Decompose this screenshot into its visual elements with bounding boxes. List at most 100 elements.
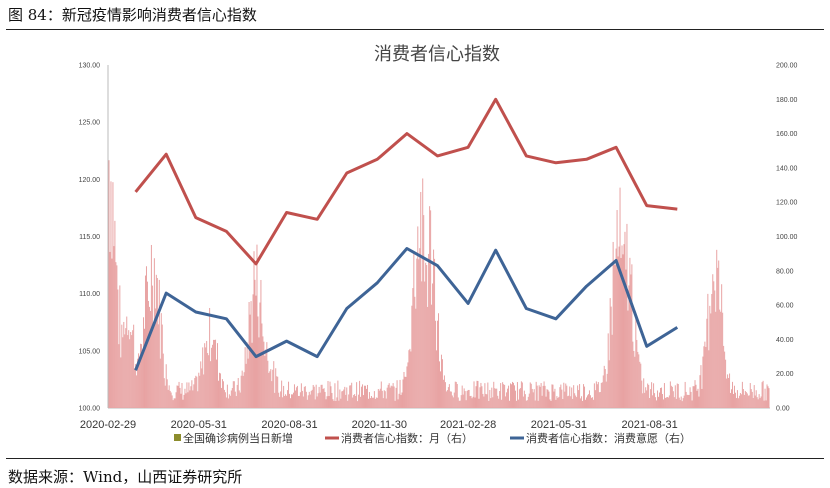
daily-case-bar xyxy=(230,390,232,408)
daily-case-bar xyxy=(543,381,545,408)
daily-case-bar xyxy=(707,293,709,408)
daily-case-bar xyxy=(524,394,526,408)
daily-case-bar xyxy=(729,373,731,408)
daily-case-bar xyxy=(737,398,739,408)
daily-case-bar xyxy=(240,375,242,408)
left-tick-label: 130.00 xyxy=(79,63,101,70)
daily-case-bar xyxy=(690,391,692,408)
daily-case-bar xyxy=(167,389,169,408)
daily-case-bar xyxy=(376,397,378,408)
daily-case-bar xyxy=(366,384,368,408)
daily-case-bar xyxy=(687,394,689,408)
daily-case-bar xyxy=(658,396,660,408)
daily-case-bar xyxy=(541,395,543,408)
daily-case-bar xyxy=(604,369,606,408)
daily-case-bar xyxy=(724,351,726,408)
daily-case-bar xyxy=(293,384,295,408)
daily-case-bar xyxy=(552,384,554,408)
daily-case-bar xyxy=(205,347,207,408)
daily-case-bar xyxy=(522,396,524,408)
daily-case-bar xyxy=(720,311,722,408)
daily-case-bar xyxy=(622,254,624,408)
daily-case-bar xyxy=(132,330,134,408)
daily-case-bar xyxy=(123,321,125,408)
daily-case-bar xyxy=(624,231,626,408)
daily-case-bar xyxy=(372,397,374,408)
daily-case-bar xyxy=(516,382,518,408)
daily-case-bar xyxy=(456,383,458,408)
daily-case-bar xyxy=(459,400,461,408)
daily-case-bar xyxy=(213,339,215,408)
daily-case-bar xyxy=(747,395,749,408)
daily-case-bar xyxy=(558,396,560,408)
daily-case-bar xyxy=(243,372,245,408)
daily-case-bar xyxy=(430,210,432,408)
daily-case-bar xyxy=(685,391,687,408)
daily-case-bar xyxy=(680,396,682,408)
daily-case-bar xyxy=(757,399,759,408)
chart-title: 消费者信心指数 xyxy=(374,44,500,65)
daily-case-bar xyxy=(595,381,597,408)
daily-case-bar xyxy=(523,390,525,408)
daily-case-bar xyxy=(674,385,676,408)
daily-case-bar xyxy=(142,351,144,408)
daily-case-bar xyxy=(613,260,615,408)
daily-case-bar xyxy=(133,324,135,408)
daily-case-bar xyxy=(260,279,262,408)
daily-case-bar xyxy=(458,400,460,408)
daily-case-bar xyxy=(534,400,536,408)
daily-case-bar xyxy=(646,390,648,408)
daily-case-bar xyxy=(121,324,123,408)
daily-case-bar xyxy=(495,388,497,408)
daily-case-bar xyxy=(234,391,236,408)
daily-case-bar xyxy=(464,391,466,408)
daily-case-bar xyxy=(627,310,629,408)
daily-case-bar xyxy=(275,368,277,408)
daily-case-bar xyxy=(422,178,424,408)
daily-case-bar xyxy=(603,365,605,408)
daily-case-bar xyxy=(169,390,171,408)
daily-case-bar xyxy=(337,380,339,408)
daily-case-bar xyxy=(651,382,653,408)
daily-case-bar xyxy=(501,399,503,408)
legend-label-willingness: 消费者信心指数：消费意愿（右） xyxy=(526,431,691,445)
daily-case-bar xyxy=(673,397,675,408)
daily-case-bar xyxy=(506,392,508,408)
daily-case-bar xyxy=(136,375,138,408)
daily-case-bar xyxy=(319,392,321,408)
daily-case-bar xyxy=(532,392,534,408)
daily-case-bar xyxy=(710,313,712,408)
daily-case-bar xyxy=(283,385,285,408)
daily-case-bar xyxy=(390,385,392,408)
daily-case-bar xyxy=(368,392,370,408)
daily-case-bar xyxy=(389,387,391,408)
daily-case-bar xyxy=(758,394,760,408)
daily-case-bar xyxy=(137,358,139,408)
daily-case-bar xyxy=(485,393,487,408)
daily-case-bar xyxy=(527,396,529,408)
daily-case-bar xyxy=(400,394,402,408)
daily-case-bar xyxy=(307,395,309,408)
daily-case-bar xyxy=(677,383,679,408)
daily-case-bar xyxy=(726,378,728,408)
daily-case-bar xyxy=(195,375,197,408)
daily-case-bar xyxy=(699,375,701,408)
daily-case-bar xyxy=(731,389,733,408)
daily-case-bar xyxy=(629,257,631,408)
daily-case-bar xyxy=(227,398,229,408)
daily-case-bar xyxy=(460,395,462,408)
daily-case-bar xyxy=(467,389,469,408)
right-tick-label: 20.00 xyxy=(776,371,794,378)
daily-case-bar xyxy=(215,339,217,408)
daily-case-bar xyxy=(414,296,416,408)
daily-case-bar xyxy=(663,383,665,408)
daily-case-bar xyxy=(291,394,293,408)
daily-case-bar xyxy=(171,395,173,408)
daily-case-bar xyxy=(608,360,610,408)
daily-case-bar xyxy=(247,358,249,408)
daily-case-bar xyxy=(700,365,702,408)
daily-case-bar xyxy=(140,343,142,408)
daily-case-bar xyxy=(743,394,745,408)
daily-case-bar xyxy=(655,397,657,408)
daily-case-bar xyxy=(512,381,514,408)
